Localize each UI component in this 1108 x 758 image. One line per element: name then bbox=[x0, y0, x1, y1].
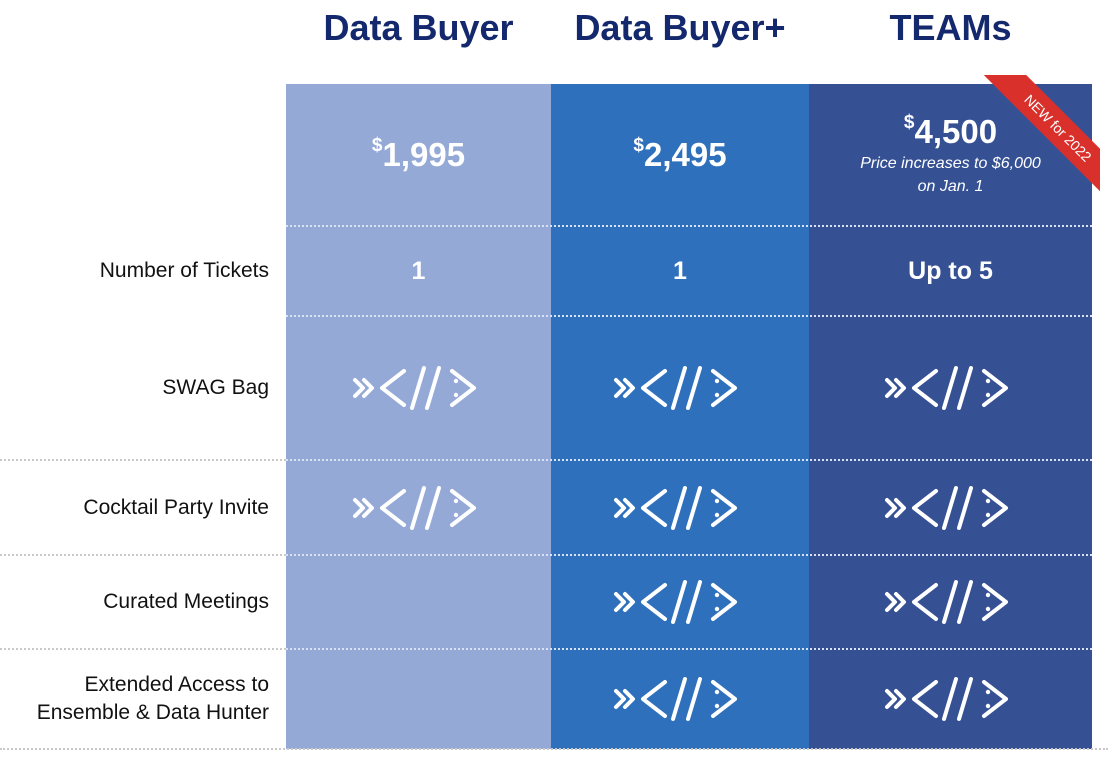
divider bbox=[286, 554, 1092, 556]
tier-title-teams: TEAMs bbox=[889, 7, 1012, 48]
brand-logo-icon bbox=[613, 485, 747, 531]
feature-meetings bbox=[809, 555, 1092, 649]
price-note-line-2: on Jan. 1 bbox=[917, 178, 984, 195]
row-label-access: Extended Access to Ensemble & Data Hunte… bbox=[36, 673, 269, 724]
price-block: $2,495 bbox=[551, 84, 809, 226]
brand-logo-icon bbox=[884, 579, 1018, 625]
brand-logo-icon bbox=[352, 485, 486, 531]
tickets-value: Up to 5 bbox=[908, 256, 993, 285]
brand-logo-icon bbox=[884, 365, 1018, 411]
price-value: $1,995 bbox=[371, 135, 466, 173]
divider bbox=[0, 459, 286, 461]
feature-access bbox=[551, 649, 809, 749]
feature-access bbox=[286, 649, 551, 749]
divider bbox=[0, 554, 286, 556]
row-label-tickets: Number of Tickets bbox=[99, 259, 269, 282]
row-label-cocktail: Cocktail Party Invite bbox=[83, 495, 269, 519]
new-badge-label: NEW for 2022 bbox=[983, 75, 1100, 195]
brand-logo-icon bbox=[613, 676, 747, 722]
brand-logo-icon bbox=[884, 485, 1018, 531]
feature-swag bbox=[809, 316, 1092, 460]
brand-logo-icon bbox=[884, 676, 1018, 722]
row-label-swag: SWAG Bag bbox=[162, 376, 269, 399]
divider bbox=[286, 225, 1092, 227]
feature-swag bbox=[286, 316, 551, 460]
tier-title-data-buyer-plus: Data Buyer+ bbox=[574, 7, 786, 48]
feature-cocktail bbox=[551, 460, 809, 555]
feature-access bbox=[809, 649, 1092, 749]
price-block: $1,995 bbox=[286, 84, 551, 226]
price-value: $2,495 bbox=[633, 135, 727, 173]
divider bbox=[286, 315, 1092, 317]
price-value: $4,500 bbox=[903, 112, 998, 150]
feature-cocktail bbox=[286, 460, 551, 555]
tier-column-data-buyer: $1,995 1 bbox=[286, 84, 551, 749]
tier-column-data-buyer-plus: $2,495 1 bbox=[551, 84, 809, 749]
tier-title-data-buyer: Data Buyer bbox=[323, 7, 514, 48]
tier-column-teams: $4,500 Price increases to $6,000 on Jan.… bbox=[809, 84, 1092, 749]
feature-meetings bbox=[286, 555, 551, 649]
price-note-line-1: Price increases to $6,000 bbox=[860, 155, 1041, 172]
divider bbox=[286, 459, 1092, 461]
feature-cocktail bbox=[809, 460, 1092, 555]
tickets-value: 1 bbox=[411, 256, 426, 285]
brand-logo-icon bbox=[352, 365, 486, 411]
new-badge: NEW for 2022 bbox=[960, 75, 1100, 195]
brand-logo-icon bbox=[613, 365, 747, 411]
divider bbox=[0, 648, 286, 650]
tickets-value: 1 bbox=[673, 256, 687, 285]
divider bbox=[0, 748, 1108, 750]
row-label-meetings: Curated Meetings bbox=[103, 590, 269, 613]
divider bbox=[286, 648, 1092, 650]
feature-swag bbox=[551, 316, 809, 460]
feature-meetings bbox=[551, 555, 809, 649]
brand-logo-icon bbox=[613, 579, 747, 625]
price-block: $4,500 Price increases to $6,000 on Jan.… bbox=[809, 84, 1092, 226]
